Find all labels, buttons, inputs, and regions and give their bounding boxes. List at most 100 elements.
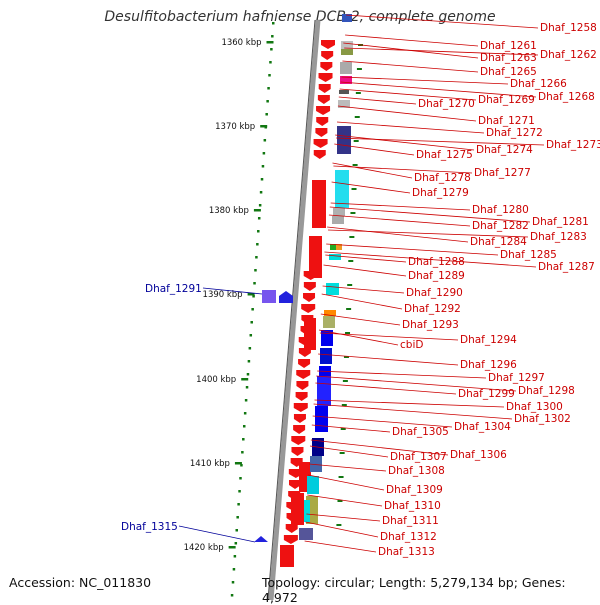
gene-label-dhaf-1308: Dhaf_1308: [388, 465, 445, 477]
strand-marker: [338, 476, 344, 478]
domain-box: [317, 376, 331, 406]
gene-label-dhaf-1266: Dhaf_1266: [510, 78, 567, 90]
domain-box: [341, 49, 353, 55]
ruler-tick: [234, 462, 242, 465]
ruler-dot: [266, 100, 269, 103]
ruler-label: 1370 kbp: [215, 122, 255, 132]
reverse-gene-arrow: [254, 536, 268, 542]
forward-gene-arrow: [289, 480, 301, 489]
label-leader-line: [318, 329, 399, 346]
ruler-dot: [240, 464, 243, 467]
ruler-dot: [259, 191, 263, 194]
ruler-tick: [247, 293, 255, 296]
domain-box: [340, 76, 352, 84]
strand-marker: [354, 116, 360, 118]
ruler-dot: [262, 152, 266, 155]
accession-label: Accession: NC_011830: [9, 575, 152, 590]
domain-box: [307, 476, 319, 494]
ruler-label: 1390 kbp: [203, 290, 243, 300]
gene-label-dhaf-1296: Dhaf_1296: [460, 359, 517, 371]
ruler-dot: [235, 529, 238, 532]
forward-gene-arrow: [296, 381, 309, 390]
gene-label-dhaf-1280: Dhaf_1280: [472, 204, 529, 216]
gene-label-dhaf-1289: Dhaf_1289: [408, 270, 465, 282]
ruler-dot: [241, 451, 244, 454]
label-leader-line: [338, 96, 417, 105]
ruler-dot: [269, 61, 272, 64]
ruler-dot: [239, 477, 242, 480]
gene-label-dhaf-1292: Dhaf_1292: [404, 303, 461, 315]
topology-label: Topology: circular; Length: 5,279,134 bp…: [262, 575, 566, 605]
gene-label-dhaf-1300: Dhaf_1300: [506, 401, 563, 413]
gene-label-dhaf-1305: Dhaf_1305: [392, 426, 449, 438]
gene-label-dhaf-1274: Dhaf_1274: [476, 144, 533, 156]
domain-box: [321, 330, 333, 346]
ruler-dot: [263, 139, 267, 142]
label-leader-line: [314, 399, 505, 408]
label-leader-line: [318, 353, 459, 366]
ruler-dot: [247, 360, 251, 363]
gene-label-dhaf-1281: Dhaf_1281: [532, 216, 589, 228]
domain-box: [310, 456, 322, 472]
label-leader-line: [335, 134, 475, 151]
label-leader-line: [343, 42, 479, 59]
gene-label-dhaf-1291: Dhaf_1291: [145, 283, 202, 295]
label-leader-line: [329, 206, 531, 223]
ruler-dot: [271, 35, 274, 38]
ruler-dot: [251, 308, 254, 311]
domain-box: [330, 244, 336, 250]
ruler-dot: [231, 581, 235, 584]
ruler-dot: [252, 295, 255, 298]
label-leader-line: [323, 264, 407, 277]
label-leader-line: [325, 254, 407, 263]
strand-marker: [337, 500, 343, 502]
label-leader-line: [321, 293, 403, 310]
gene-label-dhaf-1265: Dhaf_1265: [480, 66, 537, 78]
gene-label-dhaf-1313: Dhaf_1313: [378, 546, 435, 558]
label-leader-line: [344, 47, 539, 56]
strand-marker: [336, 524, 342, 526]
forward-gene-arrow: [293, 403, 308, 412]
label-leader-line: [334, 143, 415, 156]
reverse-gene-arrow: [279, 291, 293, 303]
label-leader-line: [315, 382, 457, 395]
forward-gene-arrow: [313, 139, 328, 148]
gene-label-dhaf-1306: Dhaf_1306: [450, 449, 507, 461]
domain-box: [341, 41, 353, 51]
forward-gene-arrow: [321, 40, 335, 49]
domain-box: [342, 14, 352, 22]
ruler-dot: [268, 74, 271, 77]
ruler-dot: [234, 542, 238, 545]
gene-label-dhaf-1298: Dhaf_1298: [518, 385, 575, 397]
gene-label-dhaf-1315: Dhaf_1315: [121, 521, 178, 533]
forward-gene-arrow: [303, 293, 316, 302]
forward-gene-block: [309, 236, 322, 278]
ruler-dot: [250, 321, 253, 324]
forward-gene-arrow: [291, 436, 306, 445]
domain-box: [332, 216, 344, 224]
ruler-dot: [238, 490, 241, 493]
label-leader-line: [310, 439, 449, 456]
forward-gene-arrow: [301, 304, 316, 313]
ruler-tick: [228, 546, 236, 549]
label-leader-line: [330, 202, 471, 211]
ruler-dot: [265, 113, 268, 116]
label-leader-line: [342, 60, 479, 73]
ruler-tick: [260, 125, 268, 128]
forward-gene-arrow: [298, 359, 311, 368]
forward-gene-arrow: [296, 370, 311, 379]
forward-gene-arrow: [316, 106, 331, 115]
label-leader-line: [326, 243, 499, 256]
gene-label-dhaf-1312: Dhaf_1312: [380, 531, 437, 543]
label-leader-line: [345, 34, 479, 47]
forward-gene-arrow: [295, 392, 308, 401]
strand-marker: [352, 164, 358, 166]
strand-marker: [347, 284, 353, 286]
ruler-label: 1380 kbp: [209, 206, 249, 216]
ruler-dot: [232, 568, 236, 571]
strand-marker: [351, 188, 357, 190]
forward-gene-block: [280, 545, 294, 567]
ruler-dot: [236, 516, 239, 519]
backbone-line: [268, 19, 321, 600]
